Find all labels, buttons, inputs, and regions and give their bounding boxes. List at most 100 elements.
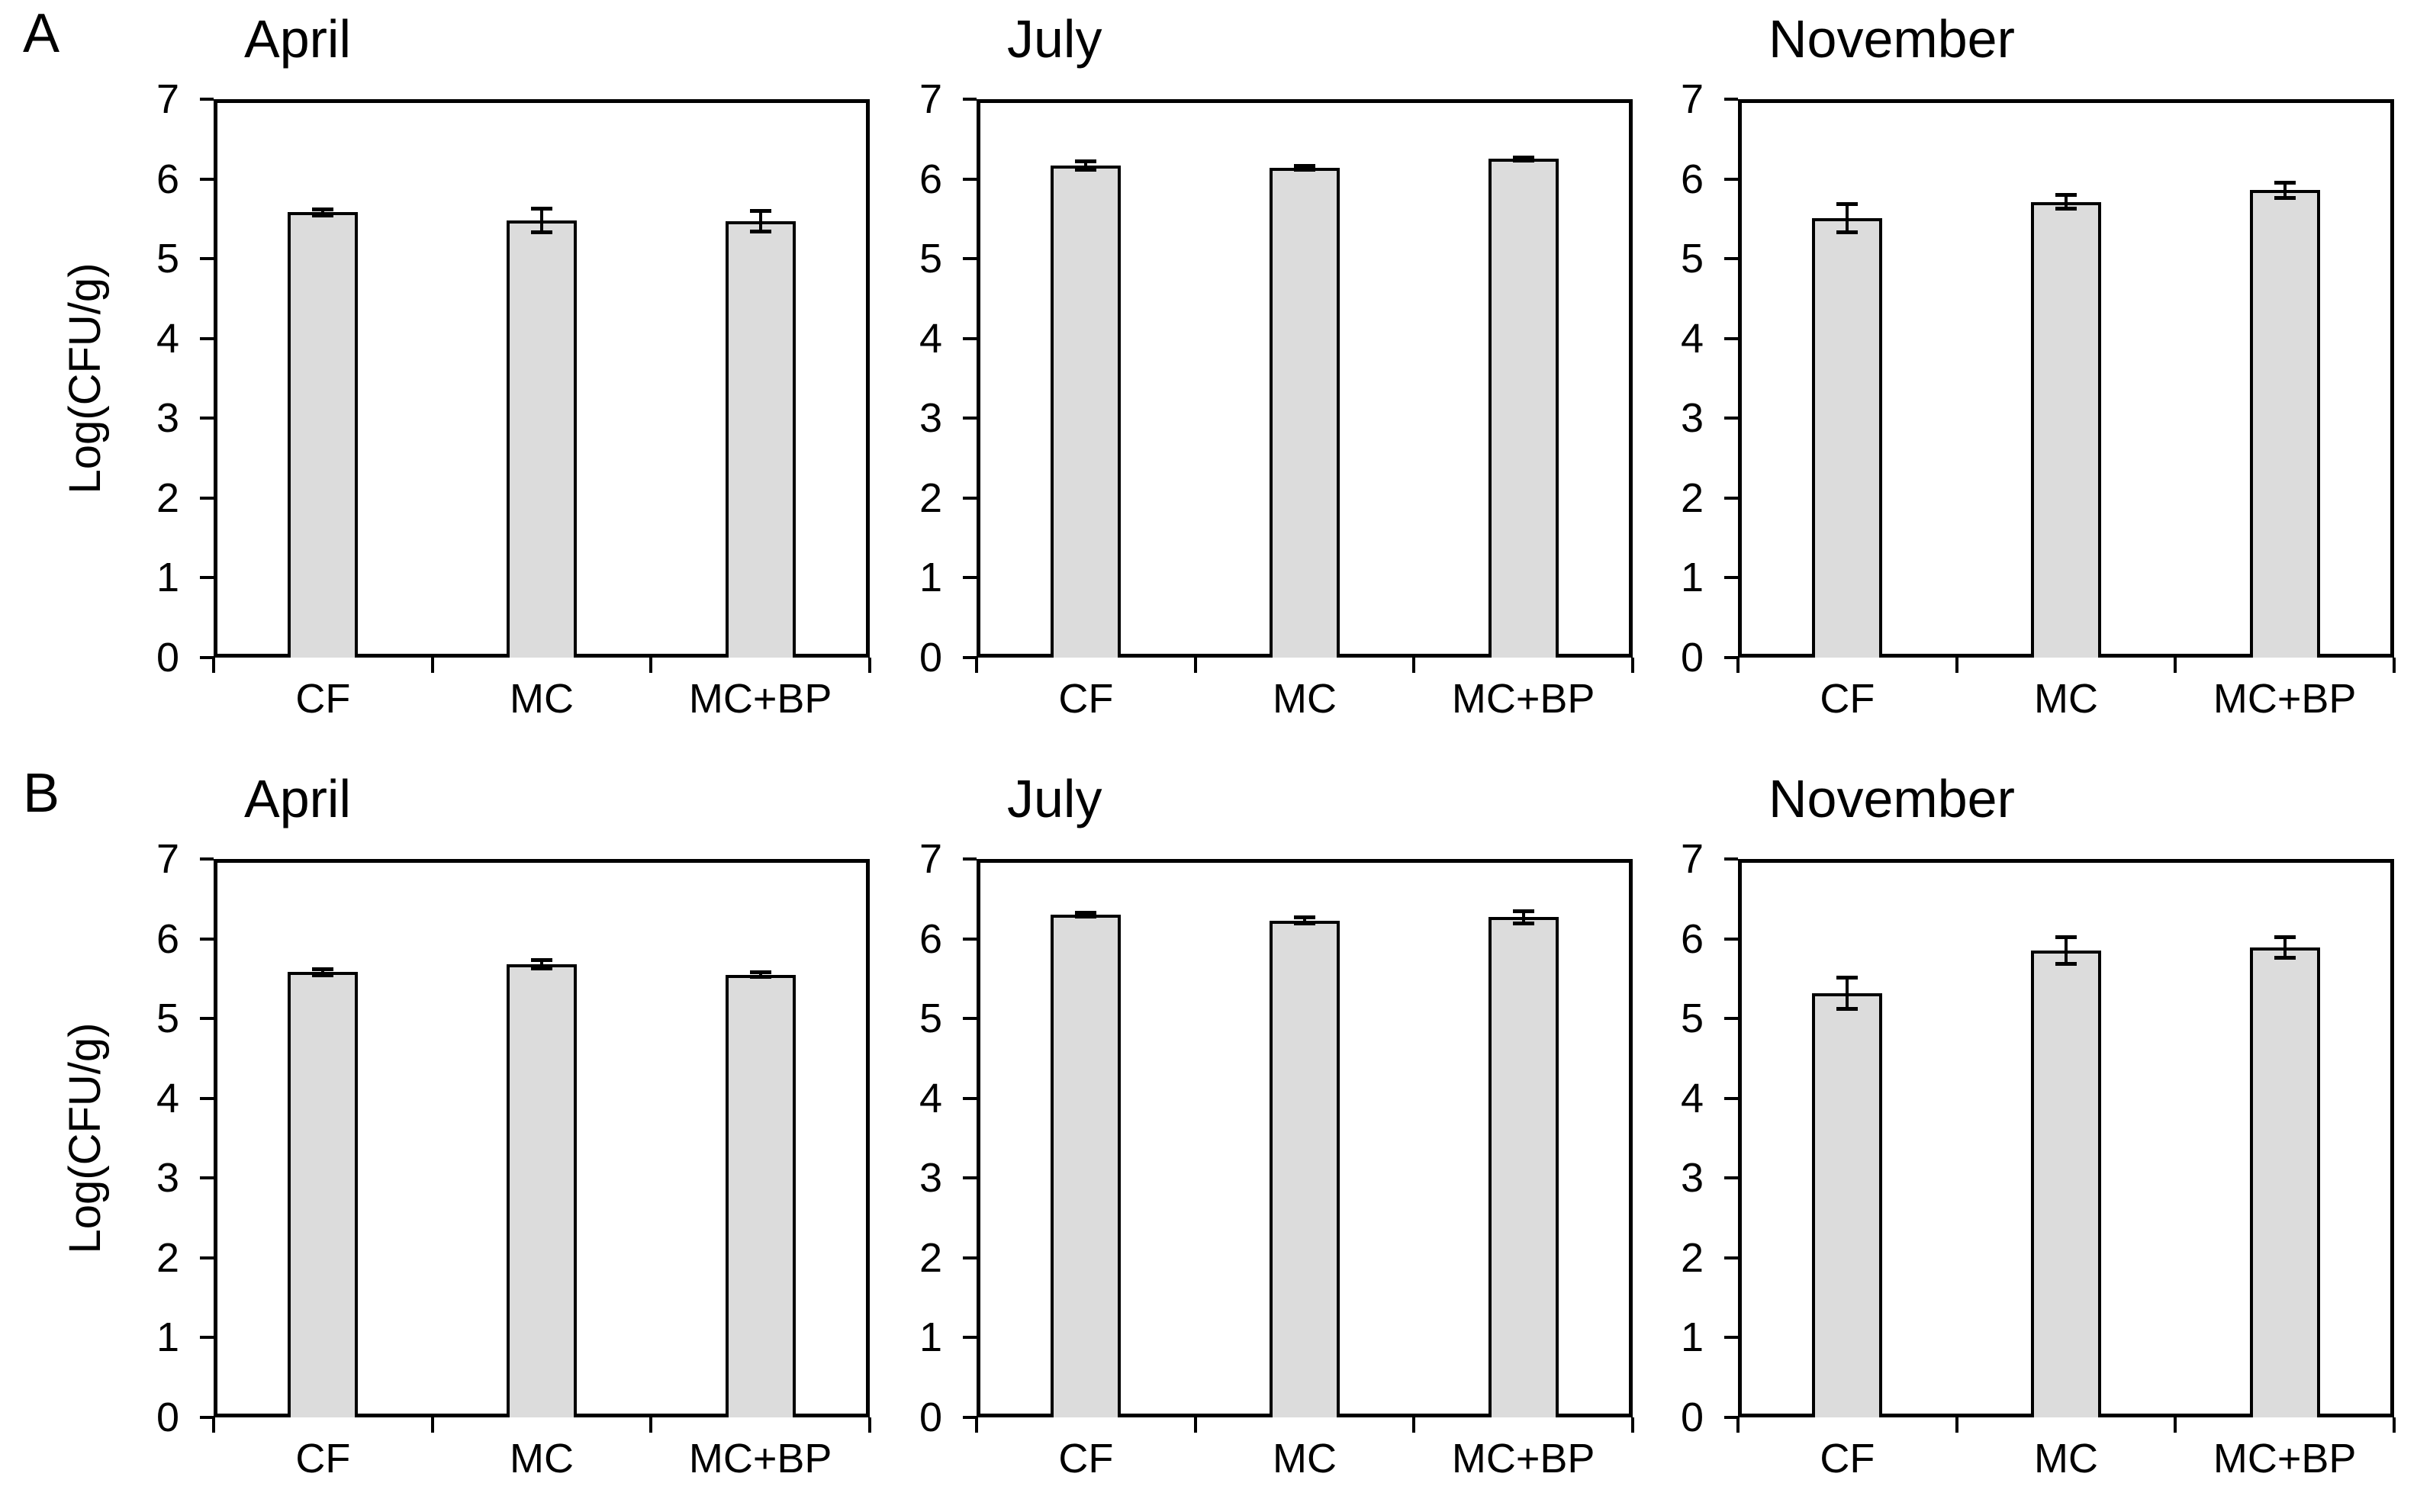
y-tick-label-a-july: 2 xyxy=(919,475,942,521)
y-tick-label-a-april: 0 xyxy=(156,635,179,680)
y-tick-label-a-april: 4 xyxy=(156,315,179,362)
error-bar-line-b-april xyxy=(758,972,762,977)
error-bar-cap-top-b-april xyxy=(312,967,334,972)
y-tick-label-b-july: 7 xyxy=(919,836,942,882)
error-bar-cap-top-a-april xyxy=(531,207,552,211)
y-tick-b-november xyxy=(1724,1176,1738,1180)
x-tick-b-november xyxy=(2174,1417,2177,1433)
error-bar-line-b-july xyxy=(1521,910,1525,924)
y-tick-label-b-april: 2 xyxy=(156,1234,179,1281)
y-tick-label-b-april: 6 xyxy=(156,915,179,962)
x-tick-a-november xyxy=(2174,658,2177,673)
error-bar-cap-top-b-july xyxy=(1075,911,1097,915)
panel-letter-a: A xyxy=(23,3,60,64)
error-bar-cap-bottom-b-november xyxy=(2055,962,2077,967)
x-category-label-b-april-mc: MC xyxy=(510,1436,574,1481)
y-tick-b-april xyxy=(200,857,214,861)
bar-a-november-mc xyxy=(2031,201,2101,658)
y-tick-label-b-july: 1 xyxy=(919,1314,942,1361)
y-tick-label-a-july: 7 xyxy=(919,76,942,122)
y-tick-label-a-july: 5 xyxy=(919,236,942,282)
y-tick-label-b-november: 3 xyxy=(1680,1155,1704,1202)
error-bar-cap-top-b-april xyxy=(531,957,552,962)
x-tick-b-april xyxy=(430,1417,434,1433)
y-tick-label-a-november: 3 xyxy=(1680,395,1704,442)
y-axis-label: Log(CFU/g) xyxy=(60,1022,110,1254)
y-tick-label-a-july: 3 xyxy=(919,395,942,442)
y-tick-a-november xyxy=(1724,336,1738,340)
x-tick-a-november xyxy=(2393,658,2396,673)
chart-title-a-november: November xyxy=(1768,9,2015,69)
x-tick-b-july xyxy=(1631,1417,1634,1433)
error-bar-cap-top-a-november xyxy=(2055,193,2077,198)
bar-b-april-mc xyxy=(507,964,577,1417)
x-category-label-a-november-mc: MC xyxy=(2034,676,2098,722)
y-tick-b-november xyxy=(1724,857,1738,861)
x-category-label-a-november-cf: CF xyxy=(1820,676,1875,722)
y-tick-b-april xyxy=(200,1096,214,1100)
x-tick-a-july xyxy=(1412,658,1416,673)
x-tick-a-july xyxy=(975,658,978,673)
x-tick-b-april xyxy=(212,1417,215,1433)
y-tick-b-july xyxy=(963,857,977,861)
y-tick-label-b-november: 5 xyxy=(1680,996,1704,1042)
y-tick-label-a-november: 4 xyxy=(1680,315,1704,362)
bar-a-july-mcplusbp xyxy=(1488,159,1559,658)
y-tick-a-april xyxy=(200,417,214,420)
error-bar-line-b-november xyxy=(1846,976,1849,1009)
bar-b-july-cf xyxy=(1051,915,1122,1417)
x-category-label-a-april-mcplusbp: MC+BP xyxy=(688,676,832,722)
error-bar-cap-bottom-a-april xyxy=(531,230,552,234)
y-tick-label-b-april: 1 xyxy=(156,1314,179,1361)
x-category-label-b-july-mc: MC xyxy=(1273,1436,1337,1481)
error-bar-cap-bottom-a-november xyxy=(2055,207,2077,211)
y-tick-a-april xyxy=(200,656,214,659)
error-bar-cap-bottom-b-april xyxy=(531,967,552,971)
y-tick-label-a-april: 7 xyxy=(156,76,179,122)
y-tick-b-april xyxy=(200,1176,214,1180)
y-tick-label-b-november: 2 xyxy=(1680,1234,1704,1281)
y-tick-a-july xyxy=(963,656,977,659)
y-tick-label-b-april: 7 xyxy=(156,836,179,882)
bar-b-july-mc xyxy=(1270,920,1340,1417)
error-bar-cap-bottom-a-november xyxy=(1836,230,1859,234)
error-bar-cap-bottom-b-july xyxy=(1294,921,1315,925)
error-bar-cap-bottom-b-november xyxy=(2274,955,2296,960)
error-bar-line-b-july xyxy=(1303,917,1306,924)
error-bar-line-a-april xyxy=(540,208,543,233)
x-tick-b-july xyxy=(975,1417,978,1433)
y-tick-a-july xyxy=(963,98,977,101)
y-tick-label-a-november: 0 xyxy=(1680,635,1704,680)
y-tick-a-november xyxy=(1724,98,1738,101)
x-tick-b-november xyxy=(1736,1417,1740,1433)
panel-letter-b: B xyxy=(23,763,60,824)
y-tick-label-a-april: 5 xyxy=(156,236,179,282)
y-tick-b-april xyxy=(200,1416,214,1419)
x-tick-a-april xyxy=(212,658,215,673)
y-tick-b-november xyxy=(1724,1416,1738,1419)
y-tick-label-a-november: 6 xyxy=(1680,156,1704,202)
x-tick-b-april xyxy=(868,1417,871,1433)
y-tick-b-november xyxy=(1724,1336,1738,1340)
y-tick-label-a-july: 0 xyxy=(919,635,942,680)
y-tick-a-november xyxy=(1724,177,1738,181)
y-tick-label-b-july: 0 xyxy=(919,1395,942,1440)
y-tick-b-july xyxy=(963,1176,977,1180)
y-tick-label-b-july: 2 xyxy=(919,1234,942,1281)
y-axis-label: Log(CFU/g) xyxy=(60,262,110,494)
x-tick-a-july xyxy=(1193,658,1197,673)
y-tick-b-november xyxy=(1724,1017,1738,1021)
error-bar-cap-top-b-november xyxy=(2274,935,2296,940)
y-tick-b-november xyxy=(1724,937,1738,941)
error-bar-cap-top-a-april xyxy=(312,207,334,212)
y-tick-label-b-april: 5 xyxy=(156,996,179,1042)
error-bar-cap-bottom-a-april xyxy=(749,229,771,233)
error-bar-cap-bottom-a-april xyxy=(312,213,334,217)
bar-a-april-mc xyxy=(507,220,577,658)
y-tick-a-april xyxy=(200,98,214,101)
x-category-label-b-november-mcplusbp: MC+BP xyxy=(2213,1436,2357,1481)
y-tick-label-a-april: 2 xyxy=(156,475,179,521)
y-tick-label-b-july: 4 xyxy=(919,1075,942,1121)
y-tick-b-april xyxy=(200,1256,214,1259)
x-tick-b-july xyxy=(1193,1417,1197,1433)
